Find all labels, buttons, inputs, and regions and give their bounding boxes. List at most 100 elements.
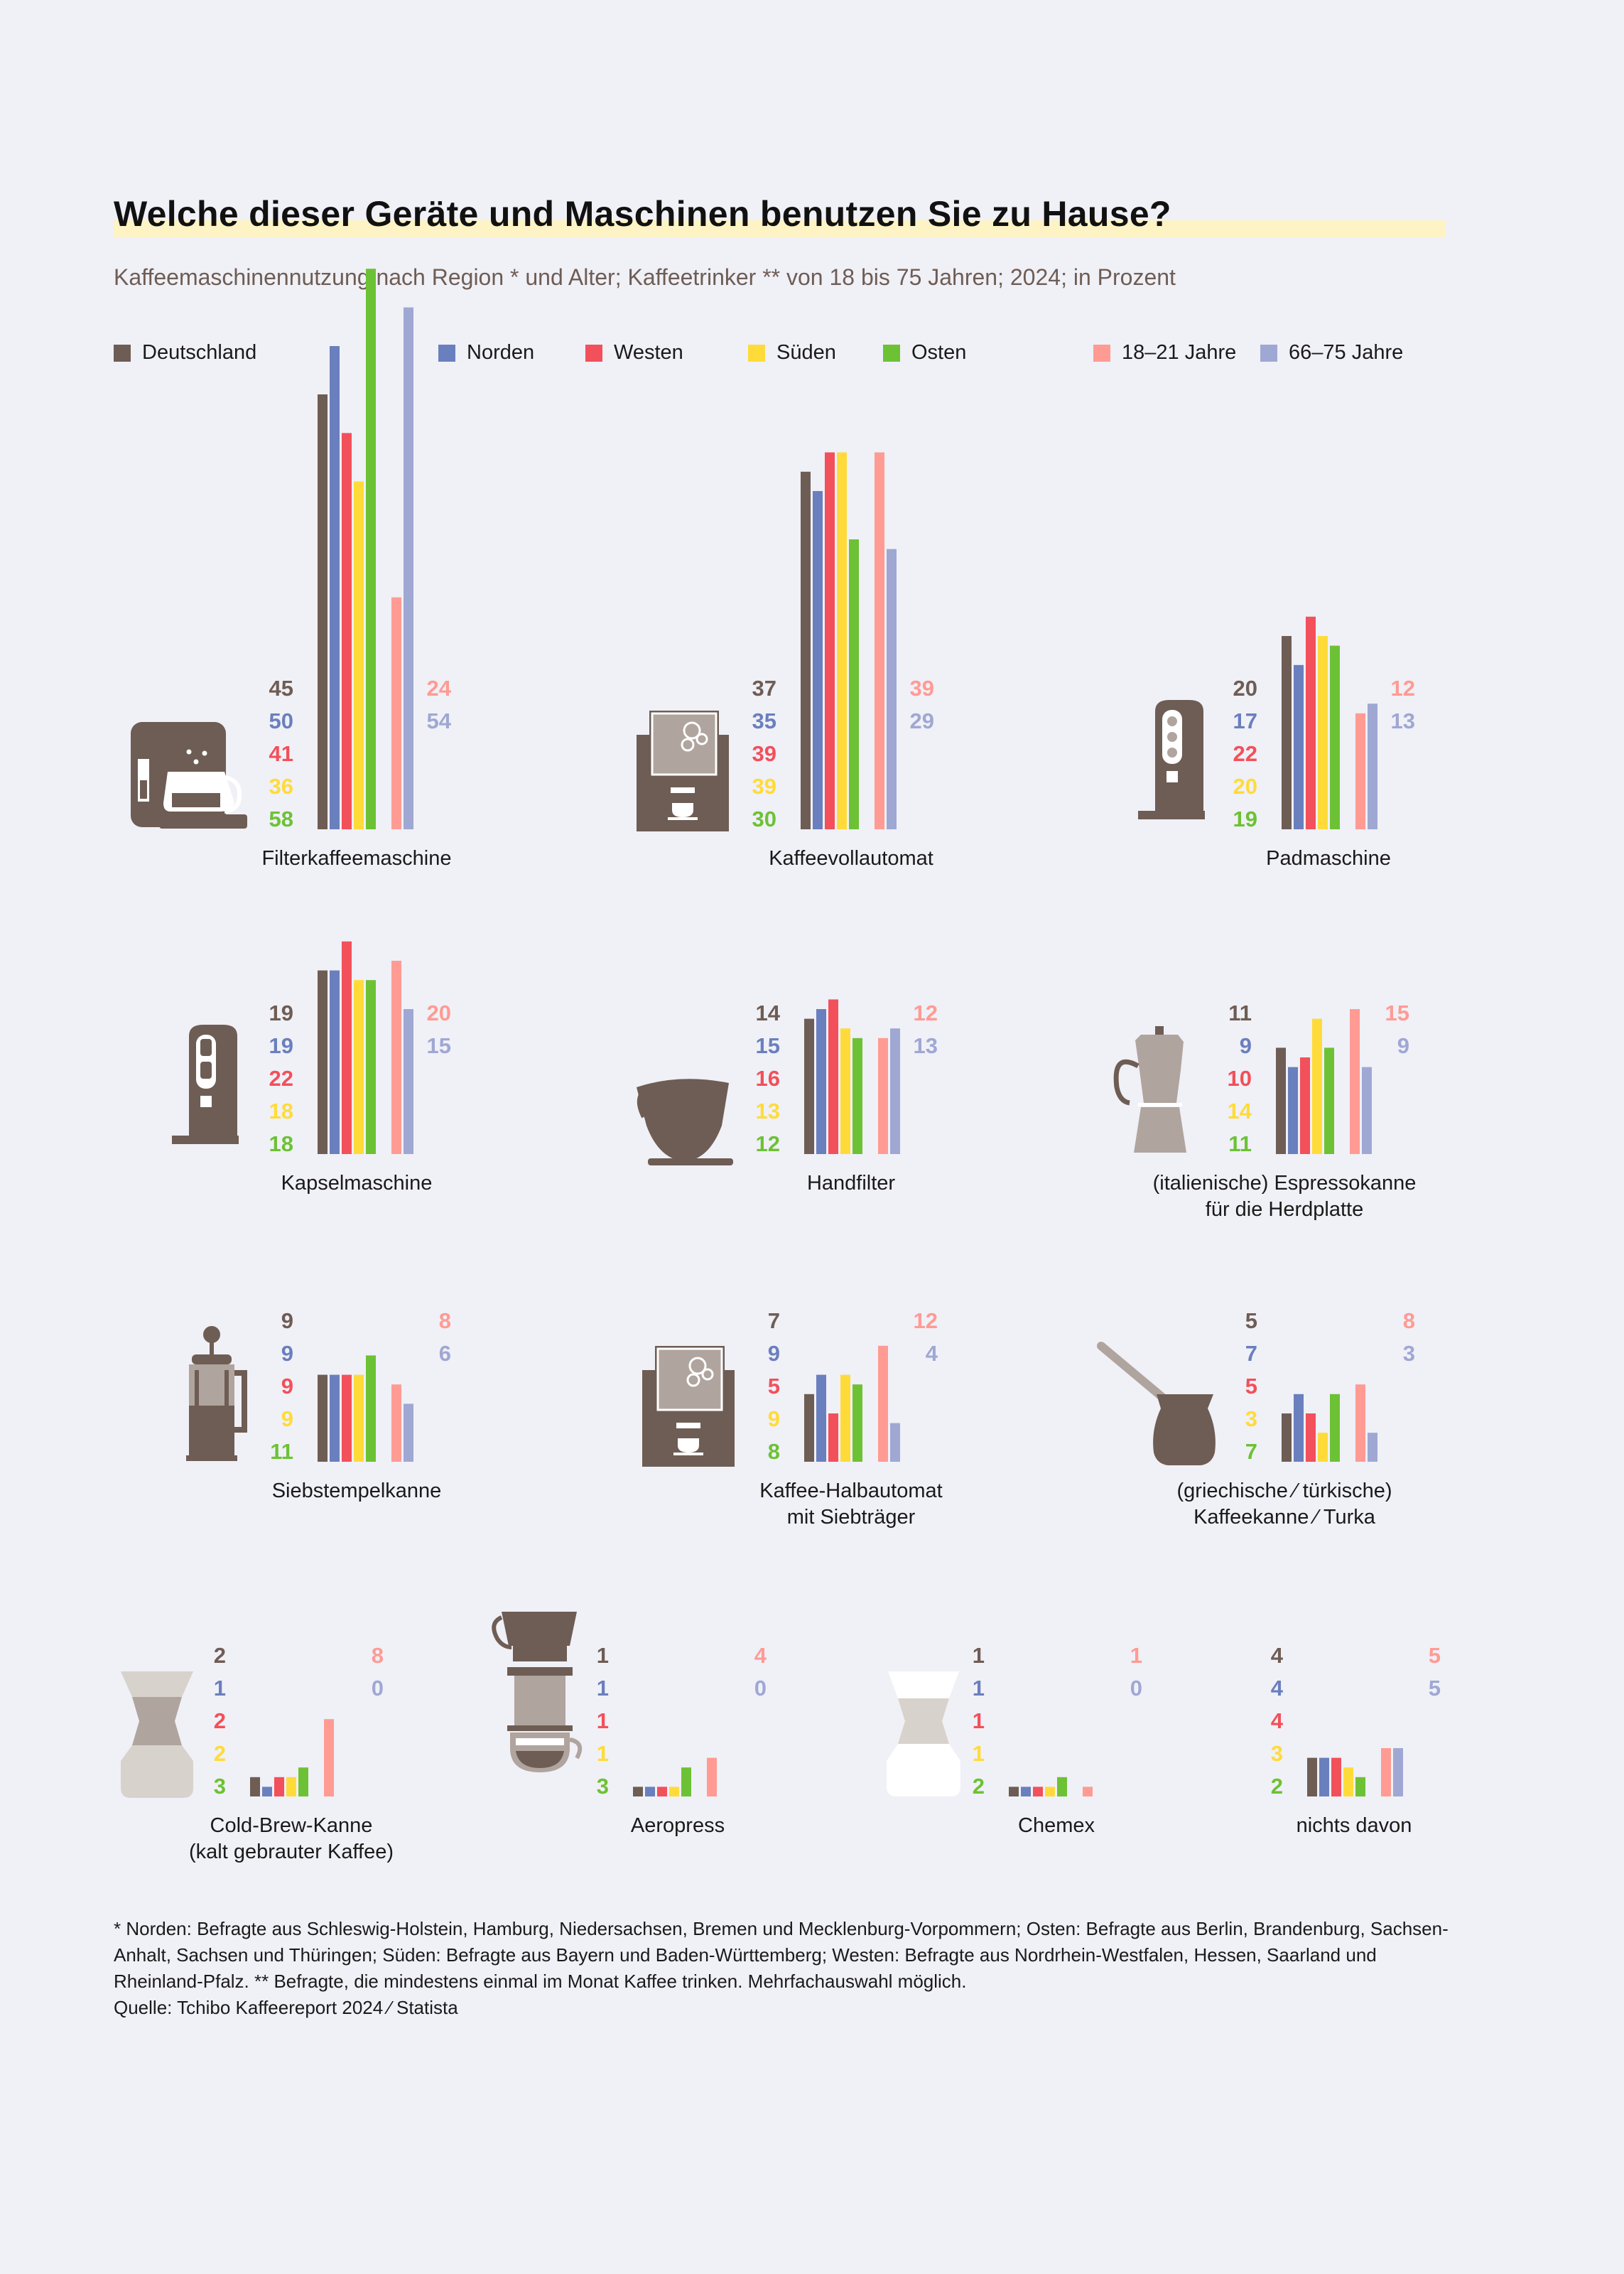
title-highlight [114, 220, 1445, 237]
legend-item: 18–21 Jahre [1093, 341, 1236, 365]
value-label: 10 [1228, 1066, 1252, 1091]
bar [1350, 1009, 1360, 1154]
aeropress-icon [492, 1612, 583, 1772]
category-label: Kaffeevollautomat [769, 847, 933, 870]
footnote: * Norden: Befragte aus Schleswig-Holstei… [114, 1916, 1449, 2021]
value-label: 11 [1228, 1001, 1252, 1025]
bar [1368, 704, 1377, 829]
legend-item: Osten [883, 341, 966, 365]
legend-label: 66–75 Jahre [1289, 341, 1404, 364]
bar [887, 549, 897, 829]
bar [366, 980, 376, 1154]
value-label: 19 [269, 1001, 293, 1025]
value-label: 3 [1403, 1341, 1415, 1366]
bar [354, 481, 364, 829]
bar [828, 1413, 838, 1462]
value-label: 9 [1240, 1033, 1252, 1058]
value-label: 8 [372, 1643, 384, 1668]
value-label: 8 [439, 1308, 451, 1333]
bar [1368, 1433, 1377, 1462]
bar [1319, 1757, 1329, 1796]
legend-item: Norden [438, 341, 534, 365]
chart-canvas: 45504136582454Filterkaffeemaschine373539… [121, 269, 1441, 1863]
chemex-icon [887, 1671, 960, 1796]
bar [890, 1423, 900, 1462]
value-label: 15 [756, 1033, 780, 1058]
value-label: 13 [756, 1099, 780, 1123]
category-label: Siebstempelkanne [272, 1480, 442, 1502]
bar [391, 1384, 401, 1462]
bar [1300, 1057, 1310, 1154]
value-label: 5 [1429, 1643, 1441, 1668]
bar [878, 1345, 888, 1462]
value-label: 4 [754, 1643, 767, 1668]
value-label: 1 [973, 1708, 985, 1733]
bar [330, 970, 340, 1154]
value-label: 22 [269, 1066, 293, 1091]
value-label: 13 [1391, 708, 1415, 733]
bar [878, 1038, 888, 1154]
value-label: 35 [752, 708, 776, 733]
value-label: 12 [914, 1308, 938, 1333]
value-label: 45 [269, 676, 293, 701]
category-label: mit Siebträger [787, 1506, 916, 1529]
device-group: 7 9 5 9 8 12 4 Kaffee-Halbautomat mit Siebträger [642, 1308, 943, 1529]
value-label: 4 [1271, 1643, 1284, 1668]
bar [1318, 636, 1328, 829]
legend-item: Deutschland [114, 341, 256, 365]
legend-swatch [1260, 344, 1277, 362]
bar [318, 394, 327, 829]
legend-label: Deutschland [142, 341, 257, 364]
bar [816, 1009, 826, 1154]
value-label: 30 [752, 807, 776, 831]
bar [840, 1028, 850, 1154]
bar [1362, 1067, 1372, 1154]
bar [849, 539, 859, 829]
value-label: 1 [1130, 1643, 1142, 1668]
bar [342, 433, 352, 829]
value-label: 12 [914, 1001, 938, 1025]
bar [813, 491, 823, 829]
legend-label: Norden [467, 341, 535, 364]
bar [1324, 1047, 1334, 1154]
value-label: 50 [269, 708, 293, 733]
bar [1033, 1787, 1043, 1796]
value-label: 18 [269, 1099, 293, 1123]
value-label: 17 [1233, 708, 1257, 733]
value-label: 39 [910, 676, 934, 701]
bar [391, 961, 401, 1154]
value-label: 3 [1271, 1741, 1283, 1766]
value-label: 13 [914, 1033, 938, 1058]
value-label: 18 [269, 1131, 293, 1156]
device-group: 14 15 16 13 12 12 13 Handfilter [637, 999, 938, 1195]
footnote-source: Quelle: Tchibo Kaffeereport 2024 ⁄ Stati… [114, 1997, 458, 2018]
bar [801, 471, 811, 829]
bar [707, 1757, 717, 1796]
turkish-pot-icon [1097, 1342, 1216, 1465]
value-label: 29 [910, 708, 934, 733]
bar [1355, 713, 1365, 829]
moka-pot-icon [1113, 1026, 1186, 1153]
device-group: 2 1 2 2 3 8 0 Cold-Brew-Kanne (kalt gebrauter Ka… [121, 1643, 394, 1863]
value-label: 14 [1228, 1099, 1252, 1123]
value-label: 11 [270, 1439, 293, 1464]
bar [840, 1374, 850, 1462]
bar [890, 1028, 900, 1154]
bar [1381, 1748, 1391, 1796]
value-label: 15 [427, 1033, 451, 1058]
bar [1021, 1787, 1031, 1796]
bar [645, 1787, 655, 1796]
value-label: 7 [1245, 1439, 1257, 1464]
value-label: 19 [1233, 807, 1257, 831]
value-label: 0 [1130, 1676, 1142, 1701]
bar [1312, 1018, 1322, 1154]
value-label: 2 [1271, 1774, 1283, 1799]
value-label: 15 [1385, 1001, 1409, 1025]
value-label: 4 [1271, 1676, 1284, 1701]
value-label: 5 [1245, 1308, 1257, 1333]
bar [330, 346, 340, 829]
value-label: 3 [214, 1774, 226, 1799]
value-label: 9 [281, 1406, 293, 1431]
value-label: 41 [269, 741, 293, 766]
bar [330, 1374, 340, 1462]
